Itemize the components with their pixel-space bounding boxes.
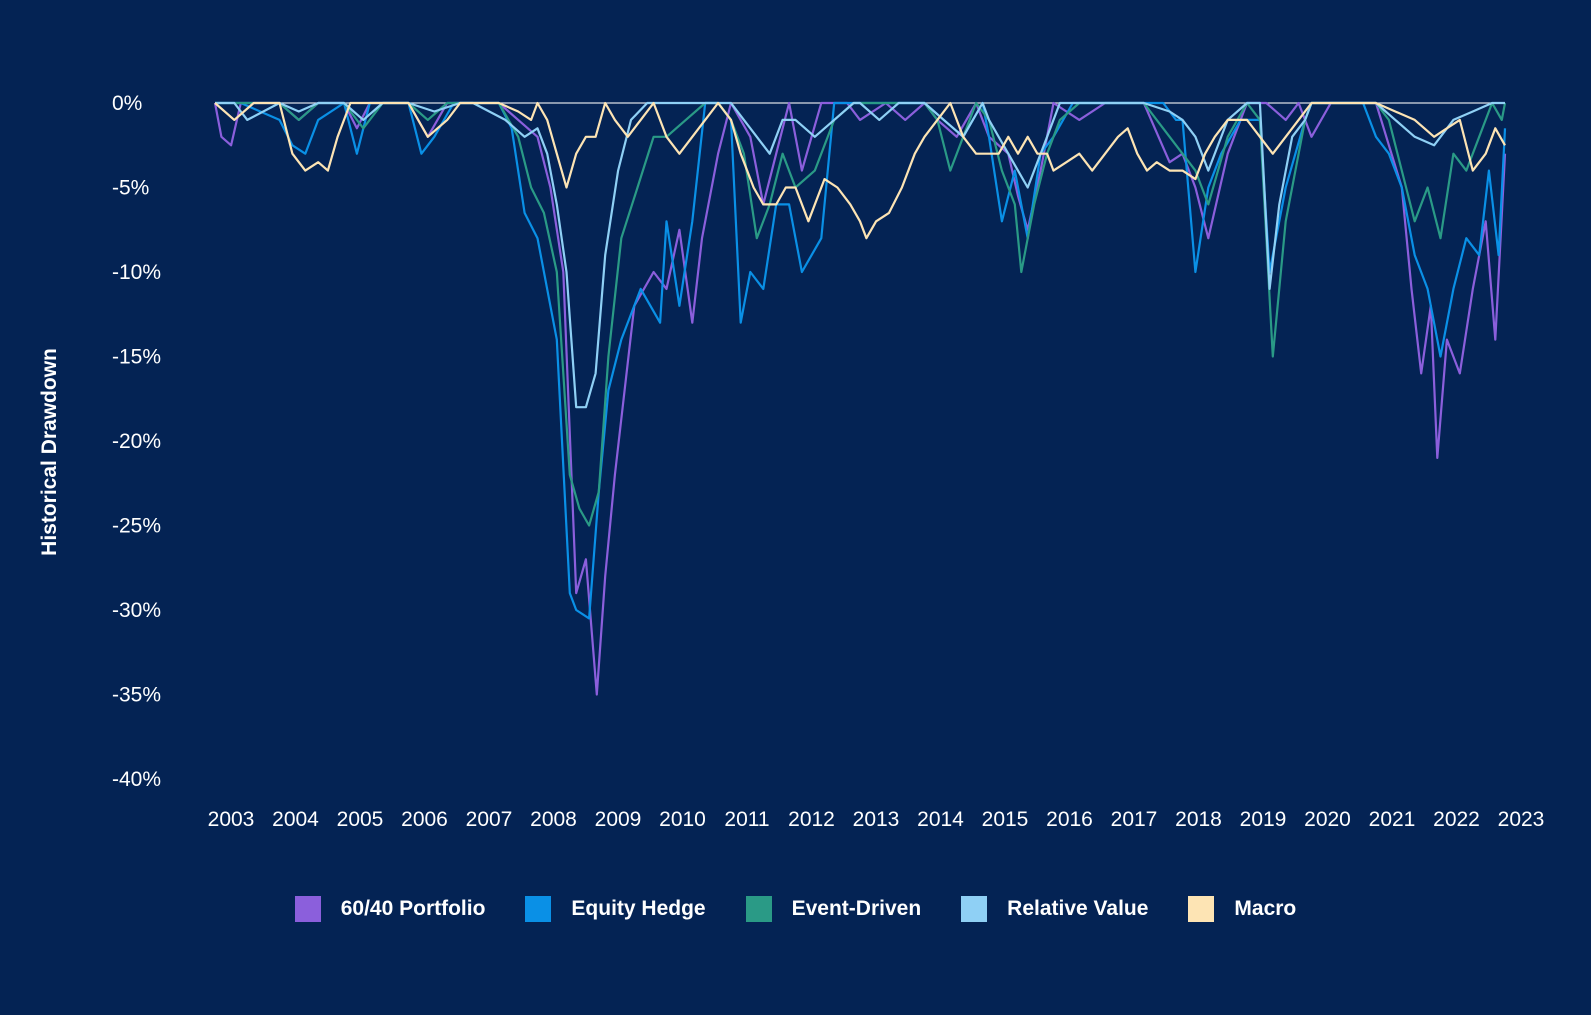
x-tick-label: 2010 xyxy=(659,808,706,831)
y-tick-label: -35% xyxy=(112,684,161,707)
x-tick-label: 2004 xyxy=(272,808,319,831)
x-tick-label: 2003 xyxy=(208,808,255,831)
y-tick-label: -10% xyxy=(112,261,161,284)
series-line-event-driven xyxy=(215,101,1507,527)
x-tick-label: 2007 xyxy=(466,808,513,831)
y-tick-label: -20% xyxy=(112,430,161,453)
legend-item: Event-Driven xyxy=(745,896,922,922)
x-tick-label: 2013 xyxy=(853,808,900,831)
y-axis-label: Historical Drawdown xyxy=(38,348,61,556)
series-line-relative-value xyxy=(215,101,1505,409)
legend-item: Macro xyxy=(1188,896,1296,922)
x-tick-label: 2023 xyxy=(1498,808,1545,831)
x-tick-label: 2017 xyxy=(1111,808,1158,831)
legend-item: Relative Value xyxy=(961,896,1148,922)
x-tick-label: 2009 xyxy=(595,808,642,831)
x-tick-label: 2022 xyxy=(1433,808,1480,831)
y-tick-label: -30% xyxy=(112,599,161,622)
series-lines xyxy=(213,101,1507,696)
legend-swatch xyxy=(745,896,772,922)
y-tick-label: -25% xyxy=(112,515,161,538)
legend-swatch xyxy=(1188,896,1215,922)
x-tick-label: 2011 xyxy=(724,808,769,831)
y-tick-label: -40% xyxy=(112,768,161,791)
legend-item: Equity Hedge xyxy=(525,896,706,922)
x-tick-label: 2006 xyxy=(401,808,448,831)
y-tick-label: -5% xyxy=(112,177,149,200)
x-tick-label: 2012 xyxy=(788,808,835,831)
series-line-equity-hedge xyxy=(215,101,1507,620)
y-tick-label: 0% xyxy=(112,92,142,115)
legend: 60/40 Portfolio Equity Hedge Event-Driven R… xyxy=(0,896,1591,922)
legend-swatch xyxy=(294,896,321,922)
x-axis-ticks: 2003 2004 2005 2006 2007 2008 2009 2010 2011 2012… xyxy=(208,808,1545,831)
series-line-60-40-portfolio xyxy=(213,101,1507,696)
x-tick-label: 2014 xyxy=(917,808,964,831)
y-axis-ticks: 0% -5% -10% -15% -20% -25% -30% -35% -40% xyxy=(112,92,161,791)
legend-item: 60/40 Portfolio xyxy=(294,896,486,922)
x-tick-label: 2008 xyxy=(530,808,577,831)
series-line-macro xyxy=(214,101,1506,240)
y-tick-label: -15% xyxy=(112,346,161,369)
legend-label: Event-Driven xyxy=(791,897,922,920)
x-tick-label: 2021 xyxy=(1369,808,1416,831)
x-tick-label: 2016 xyxy=(1046,808,1093,831)
legend-label: Relative Value xyxy=(1007,897,1149,920)
legend-swatch xyxy=(961,896,988,922)
legend-label: Equity Hedge xyxy=(571,897,706,920)
legend-swatch xyxy=(525,896,552,922)
x-tick-label: 2020 xyxy=(1304,808,1351,831)
x-tick-label: 2005 xyxy=(337,808,384,831)
x-tick-label: 2019 xyxy=(1240,808,1287,831)
legend-label: 60/40 Portfolio xyxy=(340,897,486,920)
x-tick-label: 2018 xyxy=(1175,808,1222,831)
x-tick-label: 2015 xyxy=(982,808,1029,831)
legend-label: Macro xyxy=(1234,897,1297,920)
